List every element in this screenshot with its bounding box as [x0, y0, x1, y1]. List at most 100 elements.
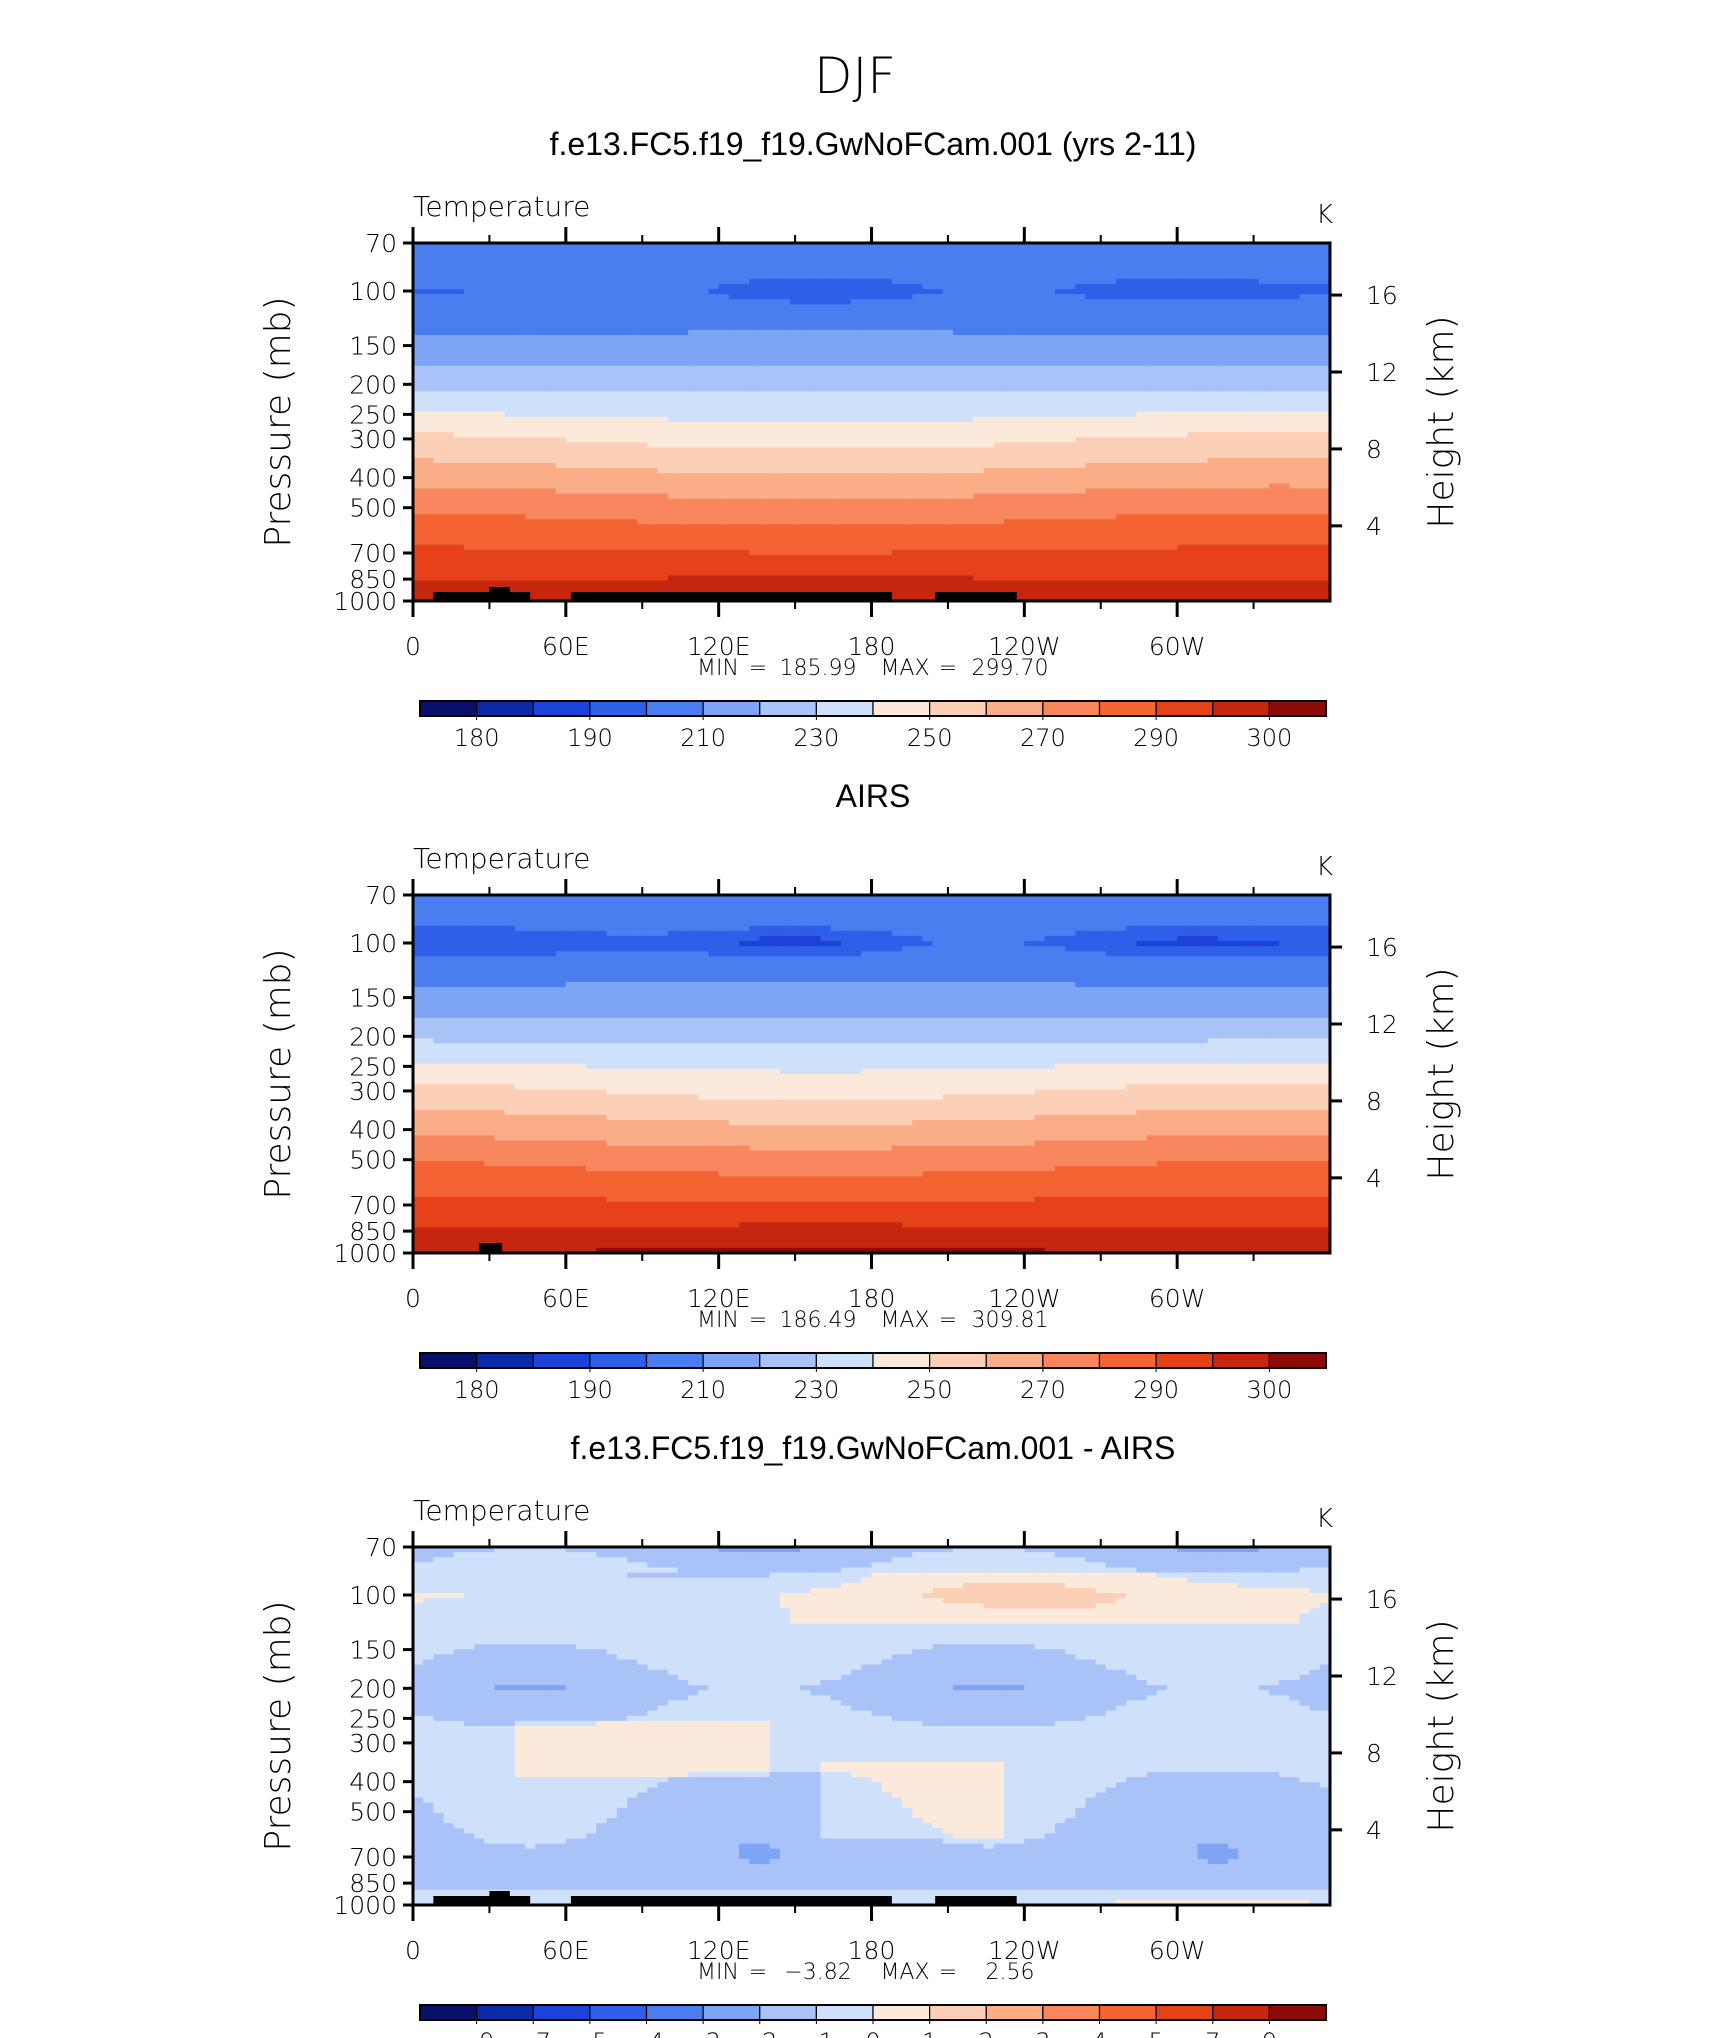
heatmap-cell — [708, 324, 720, 331]
heatmap-cell — [891, 416, 903, 423]
heatmap-cell — [902, 289, 913, 295]
heatmap-cell — [484, 309, 496, 316]
heatmap-cell — [1126, 427, 1138, 433]
heatmap-cell — [1217, 253, 1229, 259]
heatmap-cell — [779, 427, 791, 433]
heatmap-cell — [1065, 483, 1076, 490]
heatmap-cell — [871, 248, 883, 254]
heatmap-cell — [677, 263, 689, 270]
heatmap-cell — [1136, 437, 1148, 444]
heatmap-cell — [1177, 401, 1188, 408]
heatmap-cell — [525, 478, 536, 484]
heatmap-cell — [1054, 278, 1066, 285]
heatmap-cell — [871, 278, 883, 285]
heatmap-cell — [789, 355, 801, 362]
heatmap-cell — [1146, 422, 1158, 428]
heatmap-cell — [1065, 462, 1076, 469]
heatmap-cell — [565, 350, 577, 357]
heatmap-cell — [606, 524, 618, 530]
heatmap-cell — [596, 396, 608, 403]
heatmap-cell — [902, 457, 913, 464]
heatmap-cell — [922, 488, 934, 495]
heatmap-cell — [1095, 406, 1107, 413]
heatmap-cell — [1054, 258, 1066, 265]
heatmap-cell — [993, 294, 1005, 300]
heatmap-cell — [484, 340, 496, 346]
heatmap-cell — [504, 340, 516, 346]
heatmap-cell — [1054, 350, 1066, 357]
heatmap-cell — [708, 488, 720, 495]
heatmap-cell — [453, 283, 465, 290]
heatmap-cell — [1034, 508, 1046, 515]
heatmap-cell — [565, 278, 577, 285]
heatmap-cell — [1116, 273, 1127, 280]
heatmap-cell — [779, 304, 791, 311]
heatmap-cell — [463, 335, 475, 341]
heatmap-cell — [932, 329, 944, 336]
heatmap-cell — [586, 314, 597, 321]
heatmap-cell — [932, 442, 944, 449]
heatmap-cell — [647, 483, 659, 490]
heatmap-cell — [922, 335, 934, 341]
heatmap-cell — [1217, 493, 1229, 500]
heatmap-cell — [1034, 375, 1046, 382]
heatmap-cell — [535, 396, 547, 403]
heatmap-cell — [545, 524, 557, 530]
heatmap-cell — [728, 468, 740, 474]
heatmap-cell — [1289, 350, 1301, 357]
heatmap-cell — [1105, 263, 1117, 270]
heatmap-cell — [1279, 422, 1290, 428]
heatmap-cell — [820, 309, 832, 316]
heatmap-cell — [586, 248, 597, 254]
heatmap-cell — [942, 258, 954, 265]
heatmap-cell — [1217, 473, 1229, 479]
heatmap-cell — [983, 375, 995, 382]
heatmap-cell — [616, 411, 628, 418]
heatmap-cell — [474, 365, 485, 372]
heatmap-cell — [983, 294, 995, 300]
heatmap-cell — [504, 524, 516, 530]
heatmap-cell — [494, 411, 506, 418]
heatmap-cell — [851, 268, 862, 275]
heatmap-cell — [789, 473, 801, 479]
heatmap-cell — [1116, 329, 1127, 336]
heatmap-cell — [1258, 370, 1270, 377]
heatmap-cell — [851, 381, 862, 387]
heatmap-cell — [1217, 462, 1229, 469]
heatmap-cell — [535, 503, 547, 510]
heatmap-cell — [973, 243, 985, 249]
heatmap-cell — [953, 478, 964, 484]
heatmap-cell — [1166, 411, 1178, 418]
heatmap-cell — [514, 314, 526, 321]
heatmap-cell — [810, 416, 822, 423]
heatmap-cell — [1024, 324, 1036, 331]
heatmap-cell — [1024, 437, 1036, 444]
heatmap-cell — [525, 248, 536, 254]
heatmap-cell — [545, 258, 557, 265]
heatmap-cell — [413, 488, 424, 495]
heatmap-cell — [1279, 263, 1290, 270]
heatmap-cell — [1279, 253, 1290, 259]
heatmap-cell — [708, 457, 720, 464]
heatmap-cell — [514, 473, 526, 479]
heatmap-cell — [1238, 468, 1250, 474]
heatmap-cell — [1187, 360, 1199, 367]
heatmap-cell — [1024, 243, 1036, 249]
heatmap-cell — [1248, 503, 1260, 510]
heatmap-cell — [851, 462, 862, 469]
heatmap-cell — [1075, 488, 1087, 495]
heatmap-cell — [1319, 345, 1331, 351]
heatmap-cell — [963, 268, 974, 275]
heatmap-cell — [942, 432, 954, 438]
heatmap-cell — [586, 503, 597, 510]
heatmap-cell — [484, 401, 496, 408]
heatmap-cell — [433, 483, 445, 490]
heatmap-cell — [535, 386, 547, 392]
heatmap-cell — [1085, 304, 1097, 311]
heatmap-cell — [555, 324, 567, 331]
heatmap-cell — [779, 396, 791, 403]
heatmap-cell — [1289, 452, 1301, 459]
heatmap-cell — [576, 437, 587, 444]
heatmap-cell — [657, 437, 669, 444]
heatmap-cell — [1024, 294, 1036, 300]
